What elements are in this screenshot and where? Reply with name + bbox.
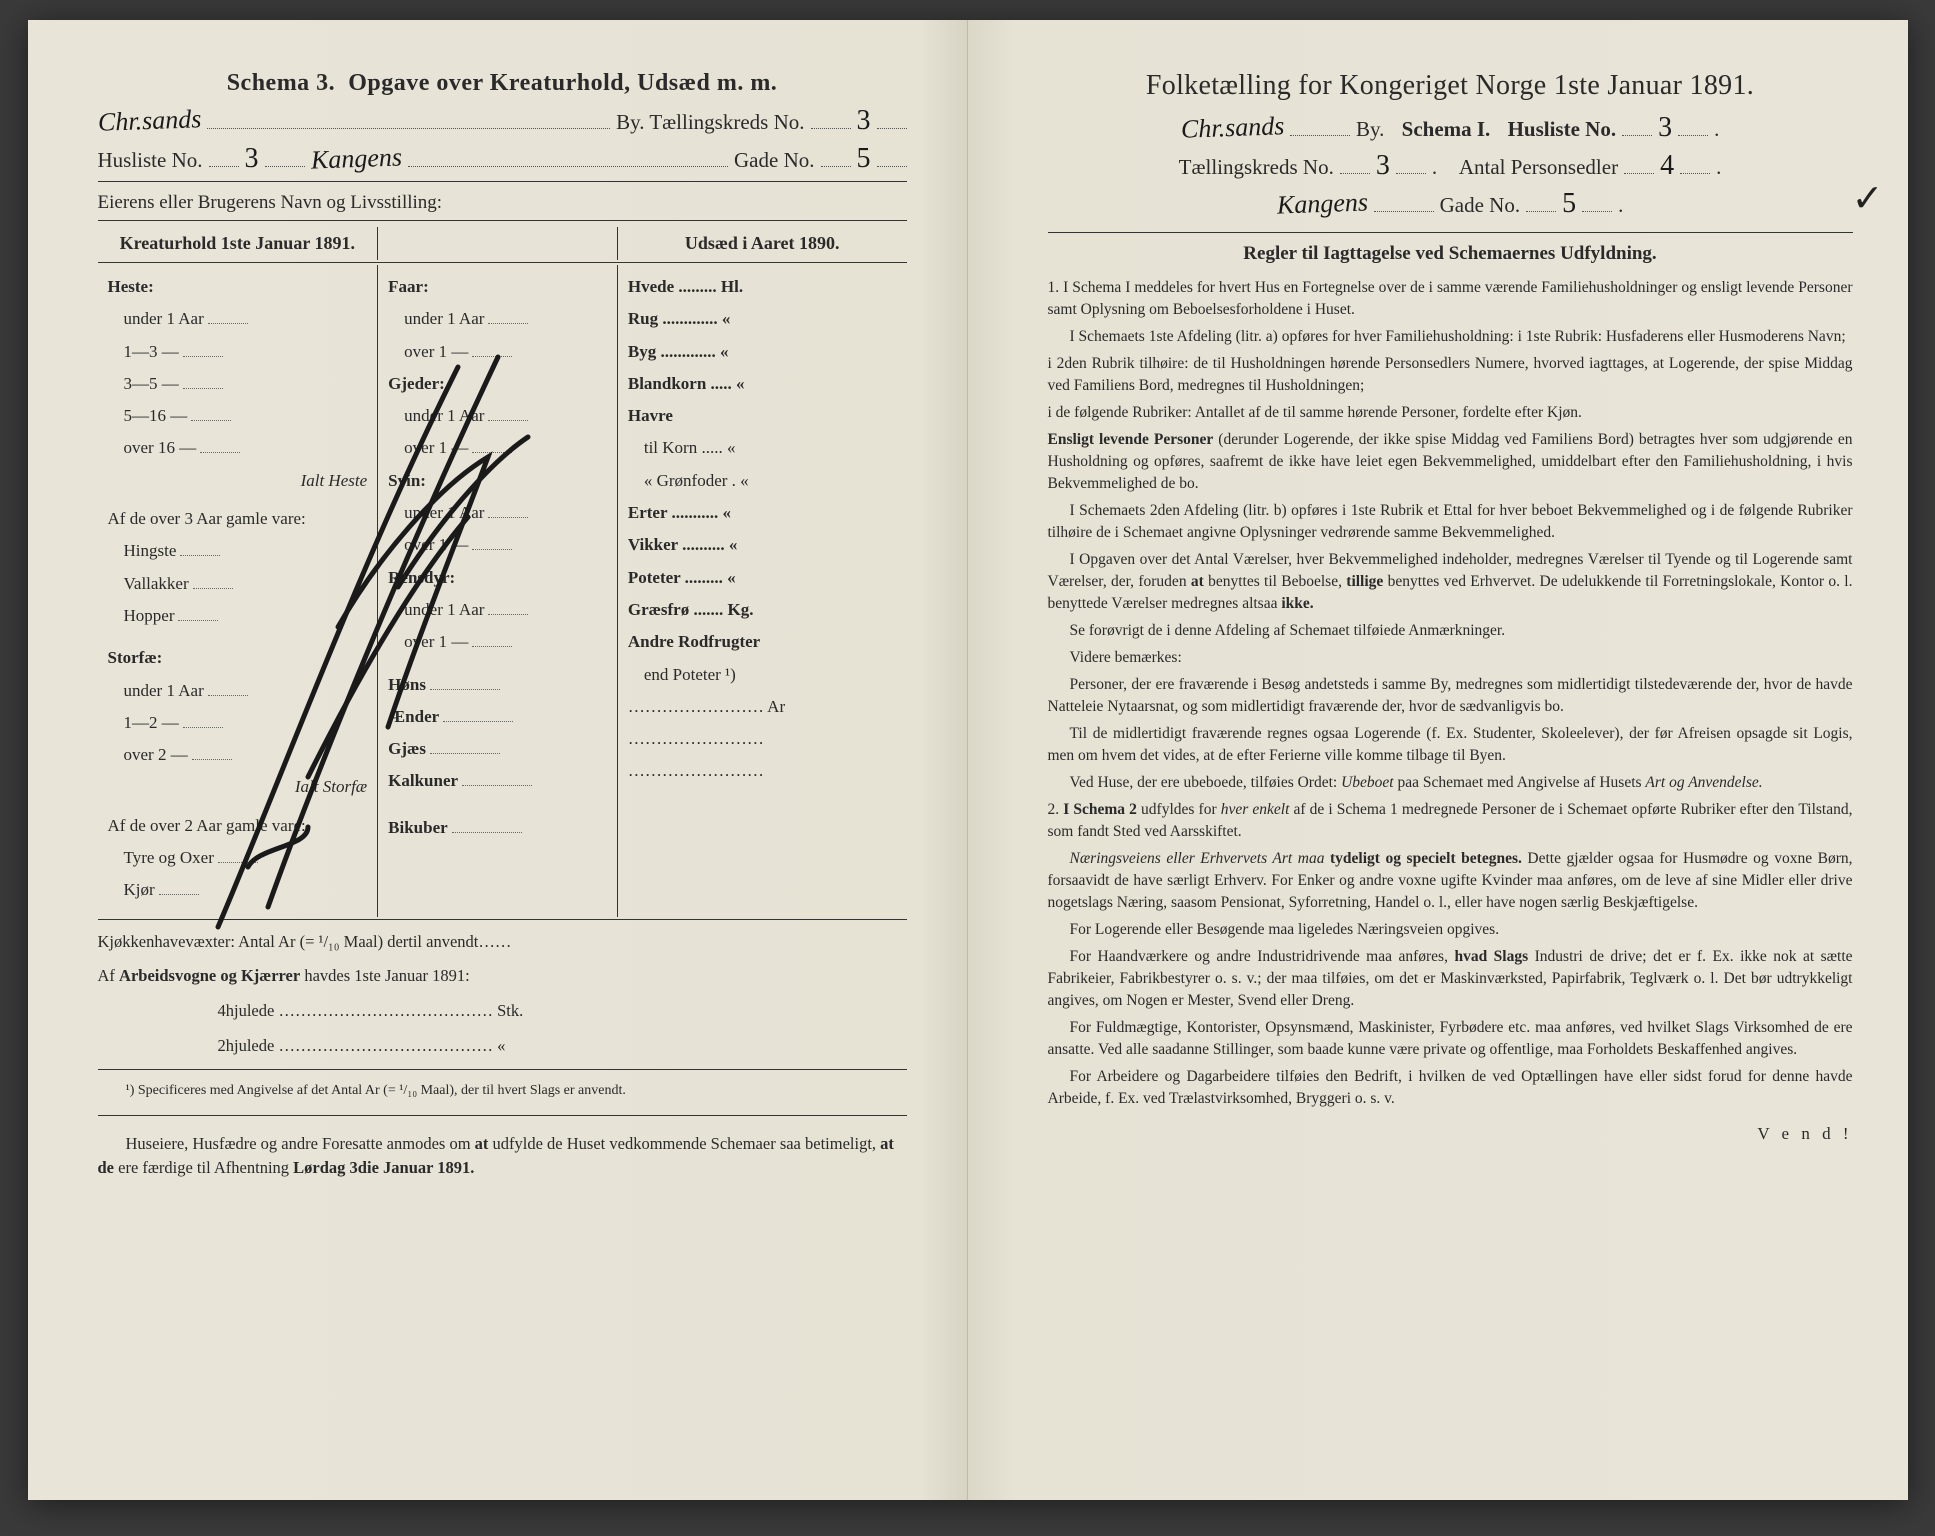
- r-street: Kangens: [1276, 187, 1368, 220]
- col3: Hvede ......... Hl. Rug ............. « …: [617, 265, 907, 917]
- right-title: Folketælling for Kongeriget Norge 1ste J…: [1048, 70, 1853, 102]
- heste-title: Heste:: [108, 271, 368, 303]
- town-handwritten: Chr.sands: [97, 104, 201, 138]
- gade-label: Gade No.: [734, 148, 814, 173]
- col2: Faar: under 1 Aar over 1 — Gjeder: under…: [377, 265, 617, 917]
- left-title: Schema 3. Opgave over Kreaturhold, Udsæd…: [98, 70, 907, 97]
- vogne-4: 4hjulede ………………………………… Stk.: [98, 999, 907, 1024]
- col1-head: Kreaturhold 1ste Januar 1891.: [98, 227, 378, 260]
- right-page: Folketælling for Kongeriget Norge 1ste J…: [968, 20, 1908, 1500]
- kjokken-line: Kjøkkenhavevæxter: Antal Ar (= ¹/₁₀ Maal…: [98, 930, 907, 955]
- husliste-line: Husliste No. 3 Kangens Gade No. 5: [98, 143, 907, 175]
- closing-text: Huseiere, Husfædre og andre Foresatte an…: [98, 1132, 907, 1182]
- regler-title: Regler til Iagttagelse ved Schemaernes U…: [1048, 243, 1853, 265]
- r-town: Chr.sands: [1180, 111, 1284, 145]
- vend: V e n d !: [1048, 1124, 1853, 1144]
- schema-no: Schema 3.: [227, 70, 336, 96]
- street-handwritten: Kangens: [310, 142, 402, 175]
- r-husliste-no: 3: [1658, 112, 1672, 144]
- r-gade-no: 5: [1562, 188, 1576, 220]
- left-title-main: Opgave over Kreaturhold, Udsæd m. m.: [348, 70, 777, 96]
- r-line1: Chr.sands By. Schema I. Husliste No. 3 .: [1048, 112, 1853, 144]
- husliste-label: Husliste No.: [98, 148, 203, 173]
- r-line2: Tællingskreds No. 3 . Antal Personsedler…: [1048, 150, 1853, 182]
- vogne-label: Af Arbeidsvogne og Kjærrer havdes 1ste J…: [98, 964, 907, 989]
- by-label: By. Tællingskreds No.: [616, 110, 804, 135]
- col3-head: Udsæd i Aaret 1890.: [617, 227, 907, 260]
- margin-checkmark: ✓: [1852, 176, 1884, 221]
- r-antal-no: 4: [1660, 150, 1674, 182]
- storfae-title: Storfæ:: [108, 642, 368, 674]
- r-line3: Kangens Gade No. 5 .: [1048, 188, 1853, 220]
- left-page: Schema 3. Opgave over Kreaturhold, Udsæd…: [28, 20, 968, 1500]
- vogne-2: 2hjulede ………………………………… «: [98, 1034, 907, 1059]
- rules-body: 1. I Schema I meddeles for hvert Hus en …: [1048, 277, 1853, 1110]
- taelling-no: 3: [857, 105, 871, 137]
- footnote: ¹) Specificeres med Angivelse af det Ant…: [126, 1082, 907, 1101]
- r-taelling-no: 3: [1376, 150, 1390, 182]
- husliste-no: 3: [245, 143, 259, 175]
- town-line: Chr.sands By. Tællingskreds No. 3: [98, 105, 907, 137]
- eier-label: Eierens eller Brugerens Navn og Livsstil…: [98, 192, 907, 214]
- gade-no: 5: [857, 143, 871, 175]
- col1: Heste: under 1 Aar 1—3 — 3—5 — 5—16 — ov…: [98, 265, 378, 917]
- kreatur-table: Kreaturhold 1ste Januar 1891. Udsæd i Aa…: [98, 227, 907, 917]
- document-spread: Schema 3. Opgave over Kreaturhold, Udsæd…: [28, 20, 1908, 1500]
